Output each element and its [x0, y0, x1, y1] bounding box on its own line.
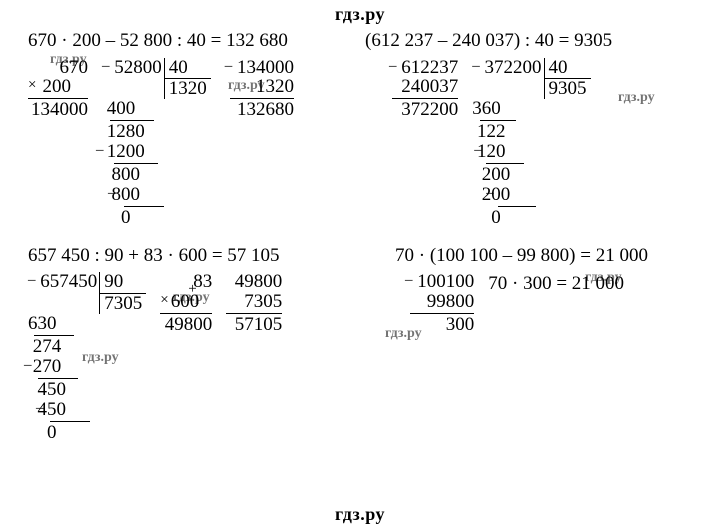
minus-sign-icon: –	[486, 185, 494, 201]
minus-sign-icon: –	[108, 185, 116, 201]
content: 670 · 200 – 52 800 : 40 = 132 680 670 × 2…	[0, 25, 720, 443]
step: 400	[102, 99, 211, 119]
step: 120	[472, 142, 590, 162]
minus-sign-icon: –	[225, 58, 233, 74]
p4-sub-top: 100100	[417, 271, 474, 292]
p2-div-divisor: 40	[544, 58, 591, 80]
p2-expression: (612 237 – 240 037) : 40 = 9305	[365, 31, 702, 52]
p3-add: +49800 7305 57105	[226, 272, 282, 335]
p2-div-dividend: 372200	[485, 57, 542, 78]
p2-sub-bot: 240037	[401, 77, 458, 97]
rule	[498, 206, 536, 207]
row-1: 670 · 200 – 52 800 : 40 = 132 680 670 × 2…	[28, 27, 702, 228]
problem-3: 657 450 : 90 + 83 · 600 = 57 105 – 65745…	[28, 242, 365, 443]
p2-div-steps: 360 122 – 120 200 – 200 0	[472, 99, 590, 228]
p2-sub-top: 612237	[401, 57, 458, 78]
row-2: 657 450 : 90 + 83 · 600 = 57 105 – 65745…	[28, 242, 702, 443]
page-footer: гдз.ру	[0, 504, 720, 525]
p3-add-res: 57105	[235, 315, 283, 335]
step: 800	[102, 165, 211, 185]
p2-div-quot: 9305	[544, 79, 591, 99]
p3-expression: 657 450 : 90 + 83 · 600 = 57 105	[28, 246, 365, 267]
minus-sign-icon: –	[96, 142, 104, 158]
problem-2: (612 237 – 240 037) : 40 = 9305 – 612237…	[365, 27, 702, 228]
mult-sign-icon: ×	[160, 292, 168, 308]
step: 200	[472, 165, 590, 185]
p1-mult: 670 × 200 134000	[28, 58, 88, 121]
p1-sub-res: 132680	[237, 100, 294, 120]
minus-sign-icon: –	[24, 357, 32, 373]
problem-4: 70 · (100 100 – 99 800) = 21 000 – 10010…	[365, 242, 702, 443]
plus-sign-icon: +	[188, 281, 196, 297]
p2-div: – 372200 40 9305 360 122 – 120	[472, 58, 590, 228]
step: 270	[28, 357, 146, 377]
p3-div-steps: 630 274 – 270 450 – 450 0	[28, 314, 146, 443]
p1-sub-bot: 1320	[256, 77, 294, 97]
step: 630	[28, 314, 146, 334]
step: 450	[28, 380, 146, 400]
minus-sign-icon: –	[28, 272, 36, 288]
p4-sub-res: 300	[446, 315, 475, 335]
minus-sign-icon: –	[389, 58, 397, 74]
p3-div-divisor: 90	[99, 272, 146, 294]
problem-1: 670 · 200 – 52 800 : 40 = 132 680 670 × 2…	[28, 27, 365, 228]
step: 274	[28, 337, 146, 357]
p3-div: – 657450 90 7305 630 274 – 270	[28, 272, 146, 442]
p4-work: – 100100 99800 300 70 · 300 = 21 000	[365, 272, 702, 335]
p3-add-top: 49800	[235, 271, 283, 292]
p3-work: – 657450 90 7305 630 274 – 270	[28, 272, 365, 442]
step: 1200	[102, 142, 211, 162]
page-header: гдз.ру	[0, 0, 720, 25]
p1-work: 670 × 200 134000 – 52800 40 1320	[28, 58, 365, 228]
p1-div: – 52800 40 1320 400 1280 – 1200	[102, 58, 211, 228]
minus-sign-icon: –	[102, 58, 110, 74]
p1-div-dividend: 52800	[114, 57, 162, 78]
p1-sub: – 134000 1320 132680	[225, 58, 294, 121]
p3-add-bot: 7305	[244, 292, 282, 312]
step: 0	[102, 208, 211, 228]
p2-sub: – 612237 240037 372200	[389, 58, 458, 121]
p1-expression: 670 · 200 – 52 800 : 40 = 132 680	[28, 31, 365, 52]
step: 0	[472, 208, 590, 228]
step: 450	[28, 400, 146, 420]
step: 1280	[102, 122, 211, 142]
step: 122	[472, 122, 590, 142]
p1-div-divisor: 40	[164, 58, 211, 80]
p2-work: – 612237 240037 372200 – 372200 40 9305	[365, 58, 702, 228]
p2-sub-res: 372200	[401, 100, 458, 120]
p3-div-dividend: 657450	[40, 271, 97, 292]
step: 800	[102, 185, 211, 205]
p1-mult-top: 670	[60, 57, 89, 78]
p1-mult-bot: 200	[42, 76, 71, 97]
p1-sub-top: 134000	[237, 57, 294, 78]
minus-sign-icon: –	[36, 400, 44, 416]
p4-sub: – 100100 99800 300	[405, 272, 474, 335]
minus-sign-icon: –	[474, 142, 482, 158]
mult-sign-icon: ×	[28, 77, 36, 93]
p3-mult: 83 ×600 49800	[160, 272, 212, 335]
p4-expression: 70 · (100 100 – 99 800) = 21 000	[365, 246, 702, 267]
p1-div-quot: 1320	[164, 79, 211, 99]
step: 360	[472, 99, 590, 119]
minus-sign-icon: –	[405, 272, 413, 288]
p3-mult-res: 49800	[165, 315, 213, 335]
step: 0	[28, 423, 146, 443]
p3-div-quot: 7305	[99, 294, 146, 314]
p4-side-calc: 70 · 300 = 21 000	[488, 272, 624, 295]
p1-mult-res: 134000	[31, 100, 88, 120]
p4-sub-bot: 99800	[427, 292, 475, 312]
p1-div-steps: 400 1280 – 1200 800 – 800 0	[102, 99, 211, 228]
minus-sign-icon: –	[472, 58, 480, 74]
